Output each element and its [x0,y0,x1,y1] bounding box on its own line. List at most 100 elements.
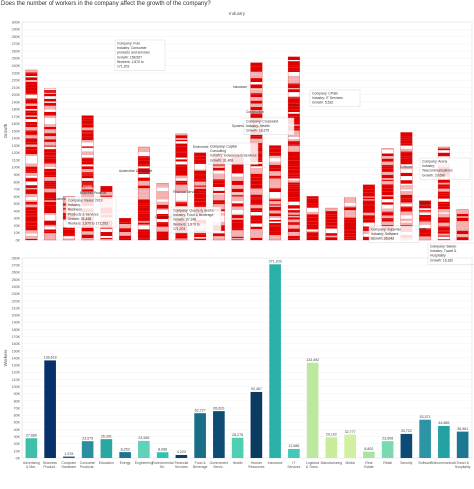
growth-bar-segment [400,198,413,200]
workers-y-tick-label: 50K [14,421,21,425]
growth-bar-segment [400,218,413,222]
growth-bar-segment [100,236,113,238]
growth-bar-segment [138,199,150,204]
growth-bar-segment [250,93,263,95]
growth-bar-segment [138,224,150,226]
growth-bar-segment [100,186,113,191]
growth-bar-segment [231,222,244,226]
growth-bar-segment [269,177,281,179]
growth-bar-segment [81,178,94,181]
workers-bar [213,411,225,458]
growth-bar-segment [288,79,300,84]
workers-x-tick-label: Energy [120,461,131,465]
growth-bar-segment [175,143,188,147]
growth-bar-segment [194,163,206,167]
workers-bar [363,451,375,458]
growth-bar-segment [231,201,244,204]
growth-bar-segment [81,231,94,233]
growth-bar-segment [44,152,56,156]
growth-bar-segment [419,210,431,212]
growth-bar-segment [438,152,450,157]
growth-bar-segment [269,194,281,198]
growth-floating-label: Financial Services [173,190,199,194]
growth-bar-segment [175,184,188,189]
growth-bar-segment [250,184,263,189]
workers-bar-value-label: 33,722 [401,429,412,433]
growth-bar-outline [44,88,57,241]
growth-bar-segment [25,197,38,201]
growth-bar-segment [438,230,450,232]
growth-bar [400,132,413,241]
growth-bar-segment [25,166,38,170]
growth-bar-segment [138,238,150,240]
growth-bar-segment [381,178,394,180]
growth-bar-segment [194,152,206,157]
growth-bar-segment [138,166,150,169]
growth-bar-outline [119,218,132,241]
growth-bar-segment [400,140,413,144]
growth-bar-segment [269,168,281,172]
growth-tooltip-line: Growth: 20,690 [422,173,445,177]
growth-bar-segment [306,207,319,212]
workers-bar-value-label: 36,961 [457,427,468,431]
growth-bar-segment [250,237,263,240]
growth-bar-segment [25,185,38,188]
workers-y-tick-label: 140K [12,356,21,360]
growth-bar-segment [381,191,394,196]
growth-bar-segment [138,195,150,199]
growth-bar-segment [400,143,413,146]
growth-bar-segment [213,178,225,180]
growth-bar-segment [325,222,338,226]
growth-bar-segment [288,151,300,153]
growth-bar-segment [25,169,38,172]
workers-bar-value-label: 23,575 [82,436,93,440]
workers-x-tick-label: Health [233,461,243,465]
growth-bar-segment [306,211,319,215]
growth-bar-segment [25,73,38,77]
workers-x-tick-label: Retail [383,461,392,465]
workers-x-tick-label: Media [346,461,355,465]
workers-y-tick-label: 20K [14,442,21,446]
growth-bar-segment [25,222,38,226]
growth-bar-segment [81,191,94,196]
growth-bar-segment [25,231,38,234]
workers-x-tick-label: Logistics & Trans.. [306,461,320,469]
growth-bar-segment [269,175,281,178]
growth-bar-segment [400,189,413,192]
workers-bar [81,441,94,458]
growth-bar-segment [231,219,244,223]
growth-bar-segment [44,209,56,214]
workers-y-tick-label: 210K [12,306,21,310]
growth-bar-segment [269,225,281,227]
growth-bar-segment [250,138,263,141]
growth-bar-segment [25,151,38,155]
growth-bar-segment [400,183,413,186]
growth-y-tick-label: 220K [12,79,21,83]
growth-bar-segment [250,78,263,83]
growth-bar-segment [175,170,188,174]
growth-y-tick-label: 0K [16,238,21,242]
workers-bar [456,431,469,458]
growth-bar-segment [438,201,450,204]
growth-tooltip: Company: Nexus 2019Industry:BusinessProd… [65,196,117,228]
growth-bar-segment [81,123,94,125]
growth-bar-segment [25,112,38,116]
growth-bar-segment [288,75,300,80]
growth-bar-segment [44,118,56,122]
workers-bar-value-label: 271,203 [269,259,282,263]
growth-bar-segment [194,193,206,197]
growth-bar-segment [44,177,56,181]
growth-bar-outline [137,146,150,241]
growth-bar-segment [213,233,225,237]
growth-bar-segment [231,213,244,216]
workers-bar-value-label: 28,278 [232,433,243,437]
growth-tooltip-line: Company: Superfan [371,228,401,232]
growth-bar-segment [381,218,394,220]
growth-bar-segment [44,163,56,166]
growth-bar-segment [231,173,244,177]
growth-bar-segment [438,208,450,213]
growth-bar-segment [138,222,150,225]
growth-bar-segment [213,167,225,171]
growth-tooltip-box [170,206,222,234]
